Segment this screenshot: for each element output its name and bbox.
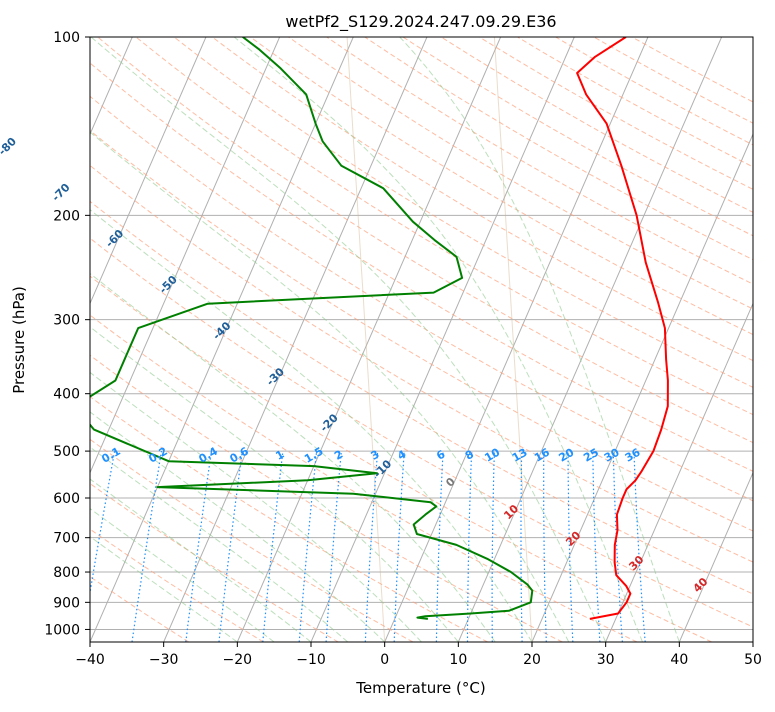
x-tick-label: 10 <box>449 652 467 668</box>
chart-title: wetPf2_S129.2024.247.09.29.E36 <box>285 12 556 32</box>
x-tick-label: −20 <box>223 652 253 668</box>
x-tick-label: −40 <box>75 652 105 668</box>
x-tick-label: 40 <box>670 652 688 668</box>
y-tick-label: 700 <box>53 531 80 547</box>
x-tick-label: 30 <box>597 652 615 668</box>
x-tick-label: −10 <box>296 652 326 668</box>
y-tick-label: 500 <box>53 444 80 460</box>
x-tick-label: 20 <box>523 652 541 668</box>
y-tick-label: 800 <box>53 565 80 581</box>
y-tick-label: 600 <box>53 491 80 507</box>
x-tick-label: 50 <box>744 652 762 668</box>
y-tick-label: 400 <box>53 387 80 403</box>
x-axis-title: Temperature (°C) <box>355 679 485 697</box>
y-tick-label: 300 <box>53 313 80 329</box>
y-tick-label: 1000 <box>44 622 80 638</box>
x-tick-label: 0 <box>380 652 389 668</box>
y-tick-label: 900 <box>53 595 80 611</box>
y-axis-title: Pressure (hPa) <box>10 286 28 394</box>
x-tick-label: −30 <box>149 652 179 668</box>
y-tick-label: 200 <box>53 208 80 224</box>
y-tick-label: 100 <box>53 30 80 46</box>
